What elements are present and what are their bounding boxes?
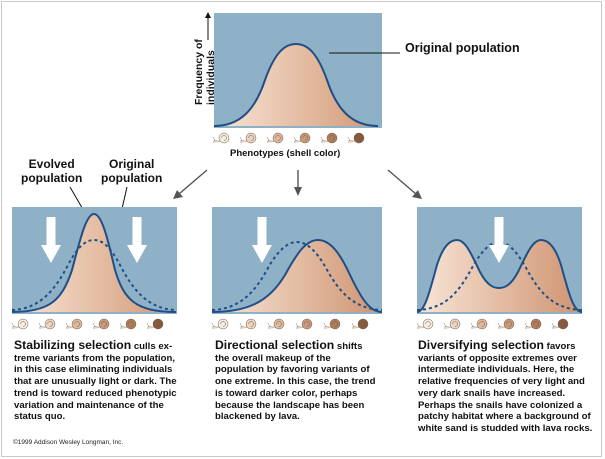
snail-icon (551, 318, 569, 330)
snail-icon (293, 132, 311, 144)
desc-line: relative frequencies of very light and (418, 376, 585, 388)
snail-icon (323, 318, 341, 330)
original-curve-dashed (211, 240, 383, 311)
snail-icon (211, 318, 229, 330)
snail-icon (497, 318, 515, 330)
snail-icon (524, 318, 542, 330)
diversifying-snail-row (416, 318, 569, 330)
y-axis-label-text: Frequency of individuals (193, 39, 217, 105)
snail-icon (347, 132, 365, 144)
original-label-line-2: population (101, 171, 163, 185)
evolved-label-line-2: population (21, 171, 83, 185)
original-population-label: Original population (405, 41, 520, 55)
desc-line: in this case eliminating individuals (14, 364, 173, 376)
desc-line: intermediate individuals. Here, the (418, 364, 575, 376)
evolved-curve-fill (212, 240, 382, 312)
arrowhead-left (173, 190, 183, 199)
desc-line: trend is toward reduced phenotypic (14, 387, 177, 399)
original-curve-fill (214, 44, 378, 126)
snail-icon (416, 318, 434, 330)
desc-line: blackened by lava. (215, 411, 300, 423)
arrow-to-stabilizing (178, 169, 208, 195)
desc-line: very dark snails have increased. (418, 387, 566, 399)
desc-line: white sand is studded with lava rocks. (418, 422, 593, 434)
snail-icon (443, 318, 461, 330)
stabilizing-description: Stabilizing selection culls ex- treme va… (14, 338, 199, 423)
desc-line: variants of opposite extremes over (418, 352, 577, 364)
diversifying-panel (416, 207, 583, 330)
snail-icon (119, 318, 137, 330)
desc-line: treme variants from the population, (14, 352, 175, 364)
original-curve-dashed (11, 238, 177, 311)
original-population-label-left: Original population (101, 157, 162, 185)
arrowhead-right (412, 190, 422, 199)
snail-icon (239, 132, 257, 144)
original-curve-dashed (416, 240, 583, 311)
x-axis-label: Phenotypes (shell color) (230, 148, 341, 159)
connector-arrows (173, 169, 422, 199)
top-panel (205, 12, 400, 144)
y-axis-label: Frequency of individuals (193, 5, 217, 105)
snail-icon (267, 318, 285, 330)
directional-panel (211, 207, 383, 330)
desc-line: status quo. (14, 411, 66, 423)
snail-icon (65, 318, 83, 330)
snail-icon (470, 318, 488, 330)
copyright-notice: ©1999 Addison Wesley Longman, Inc. (13, 439, 124, 446)
arrowhead-middle (294, 187, 302, 196)
desc-line: patchy habitat where a background of (418, 411, 591, 423)
top-snail-row (212, 132, 365, 144)
diversifying-title: Diversifying selection (418, 338, 544, 352)
snail-icon (92, 318, 110, 330)
directional-description: Directional selection shifts the overall… (215, 338, 400, 423)
snail-icon (212, 132, 230, 144)
evolved-curve (11, 212, 177, 313)
desc-line: shifts (334, 341, 363, 352)
snail-icon (320, 132, 338, 144)
snail-icon (239, 318, 257, 330)
directional-snail-row (211, 318, 369, 330)
evolved-curve-fill (417, 240, 582, 312)
y-axis-arrowhead (205, 12, 211, 18)
original-label-line-1: Original (108, 157, 155, 171)
desc-line: Perhaps the snails have colonized a (418, 399, 583, 411)
evolved-curve-fill (12, 214, 176, 312)
stabilizing-title: Stabilizing selection (14, 338, 132, 352)
desc-line: favors (543, 341, 576, 352)
snail-icon (38, 318, 56, 330)
snail-icon (266, 132, 284, 144)
snail-icon (351, 318, 369, 330)
directional-title: Directional selection (215, 338, 335, 352)
stabilizing-snail-row (11, 318, 164, 330)
desc-line: is toward darker color, perhaps (215, 387, 358, 399)
desc-line: variation and maintenance of the (14, 399, 164, 411)
snail-icon (11, 318, 29, 330)
desc-line: because the landscape has been (215, 399, 365, 411)
desc-line: one extreme. In this case, the trend (215, 376, 376, 388)
desc-line: culls ex- (131, 341, 173, 352)
evolved-population-label: Evolved population (21, 157, 82, 185)
stabilizing-panel (11, 207, 177, 330)
desc-line: that are unusually light or dark. The (14, 376, 177, 388)
snail-icon (146, 318, 164, 330)
snail-icon (295, 318, 313, 330)
desc-line: the overall makeup of the (215, 352, 331, 364)
desc-line: population by favoring variants of (215, 364, 370, 376)
evolved-curve (211, 238, 383, 313)
diversifying-description: Diversifying selection favors variants o… (418, 338, 602, 435)
evolved-curve (416, 238, 583, 313)
arrow-to-diversifying (387, 169, 417, 195)
original-curve (213, 42, 379, 127)
evolved-label-line-1: Evolved (28, 157, 75, 171)
